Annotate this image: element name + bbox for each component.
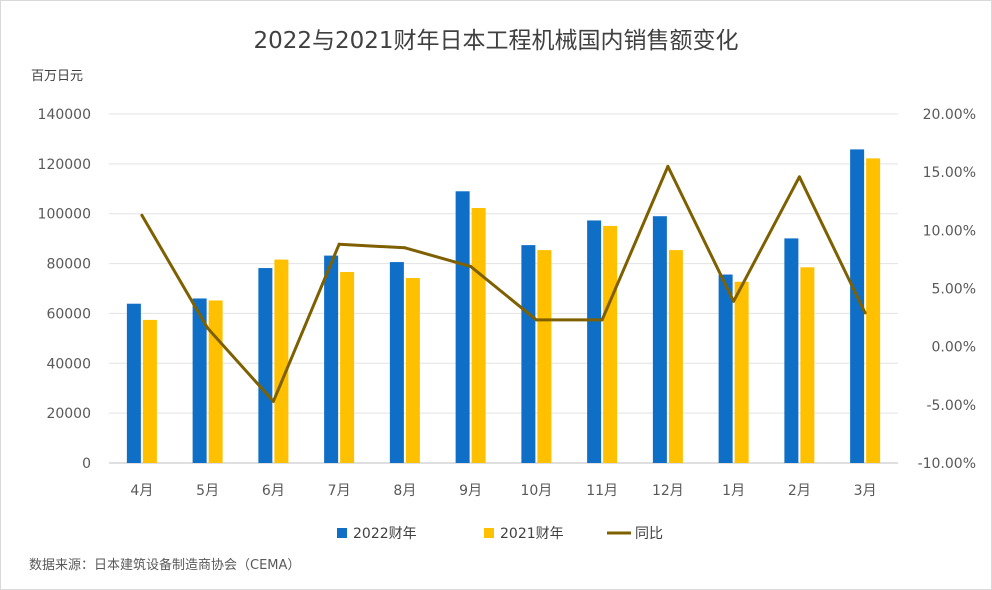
- bar-2022: [587, 220, 602, 463]
- bar-2022: [850, 149, 865, 464]
- bar-2021: [208, 300, 223, 463]
- legend-label: 同比: [635, 526, 663, 542]
- legend-swatch: [484, 528, 494, 538]
- x-tick-label: 4月: [130, 483, 153, 499]
- bar-2021: [537, 250, 552, 463]
- bar-2022: [784, 238, 799, 463]
- yoy-point: [534, 318, 538, 322]
- yoy-point: [469, 264, 473, 268]
- y-tick-label: 20000: [46, 406, 91, 422]
- bar-2021: [471, 207, 486, 463]
- yoy-point: [206, 326, 210, 330]
- yoy-point: [271, 399, 275, 403]
- bar-2022: [652, 216, 667, 463]
- y2-tick-label: -5.00%: [926, 398, 976, 414]
- bar-2021: [800, 267, 815, 463]
- y-tick-label: 60000: [46, 306, 91, 322]
- bar-2022: [389, 262, 404, 463]
- x-tick-label: 10月: [520, 483, 552, 499]
- y-tick-label: 40000: [46, 356, 91, 372]
- bar-2021: [603, 225, 618, 463]
- y-tick-label: 140000: [38, 107, 91, 123]
- bar-2021: [866, 158, 881, 463]
- y2-tick-label: 20.00%: [923, 107, 976, 123]
- bar-2021: [340, 272, 355, 463]
- bar-2021: [734, 281, 749, 463]
- y-axis-unit-label: 百万日元: [31, 69, 84, 84]
- yoy-point: [337, 242, 341, 246]
- y-tick-label: 120000: [38, 157, 91, 173]
- x-tick-label: 2月: [788, 483, 811, 499]
- x-tick-label: 1月: [722, 483, 745, 499]
- x-tick-label: 9月: [459, 483, 482, 499]
- bar-2022: [324, 255, 339, 463]
- y2-tick-label: 5.00%: [932, 282, 976, 298]
- x-tick-label: 5月: [196, 483, 219, 499]
- yoy-point: [600, 318, 604, 322]
- yoy-line: [140, 164, 867, 403]
- x-tick-label: 12月: [652, 483, 684, 499]
- x-tick-label: 8月: [393, 483, 416, 499]
- x-tick-label: 3月: [854, 483, 877, 499]
- bar-2021: [142, 319, 157, 463]
- y2-tick-label: 10.00%: [923, 223, 976, 239]
- legend-label: 2022财年: [353, 526, 417, 542]
- y2-tick-label: 15.00%: [923, 165, 976, 181]
- legend-label: 2021财年: [500, 526, 564, 542]
- bar-2021: [405, 278, 420, 463]
- legend-swatch: [337, 528, 347, 538]
- yoy-point: [140, 213, 144, 217]
- bar-2022: [258, 268, 273, 463]
- bar-2022: [718, 274, 733, 463]
- bar-2022: [455, 191, 470, 463]
- yoy-point: [403, 246, 407, 250]
- yoy-point: [732, 299, 736, 303]
- bar-2022: [192, 298, 207, 463]
- bar-2021: [274, 259, 289, 463]
- yoy-point: [797, 175, 801, 179]
- y-tick-label: 80000: [46, 257, 91, 273]
- y2-tick-label: -10.00%: [918, 456, 976, 472]
- x-tick-label: 11月: [586, 483, 618, 499]
- y2-tick-label: 0.00%: [932, 340, 976, 356]
- bar-2022: [126, 303, 141, 463]
- y-tick-label: 100000: [38, 207, 91, 223]
- source-note: 数据来源：日本建筑设备制造商协会（CEMA）: [29, 558, 301, 573]
- x-tick-label: 6月: [262, 483, 285, 499]
- bar-2021: [668, 250, 683, 463]
- y-tick-label: 0: [82, 456, 91, 472]
- yoy-point: [666, 164, 670, 168]
- bar-2022: [521, 245, 536, 463]
- x-tick-label: 7月: [328, 483, 351, 499]
- chart-title: 2022与2021财年日本工程机械国内销售额变化: [253, 28, 739, 54]
- yoy-point: [863, 311, 867, 315]
